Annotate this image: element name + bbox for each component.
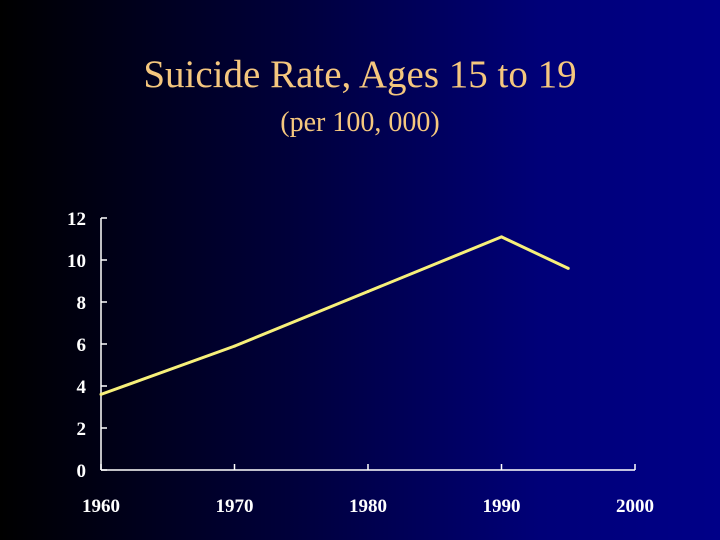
slide-title: Suicide Rate, Ages 15 to 19 (143, 53, 577, 96)
x-tick-label: 1980 (349, 496, 387, 517)
y-tick-label: 4 (77, 377, 87, 398)
series-line (100, 235, 569, 396)
y-axis-ticks: 0 2 4 6 8 10 12 (67, 209, 107, 482)
y-tick-label: 0 (77, 461, 87, 482)
x-tick-label: 1970 (216, 496, 254, 517)
chart-series (99, 235, 570, 396)
x-axis-ticks: 1960 1970 1980 1990 2000 (82, 464, 654, 517)
x-tick-label: 2000 (616, 496, 654, 517)
y-tick-label: 12 (67, 209, 86, 230)
y-tick-label: 10 (67, 251, 86, 272)
x-tick-label: 1960 (82, 496, 120, 517)
y-tick-label: 2 (77, 419, 87, 440)
data-point (500, 235, 503, 239)
y-tick-label: 8 (77, 293, 87, 314)
data-point (366, 290, 370, 293)
slide-subtitle: (per 100, 000) (280, 107, 440, 138)
data-point (99, 392, 103, 396)
y-tick-label: 6 (77, 335, 87, 356)
data-point (566, 266, 570, 270)
chart-axes (100, 218, 635, 471)
x-tick-label: 1990 (483, 496, 521, 517)
data-point (233, 344, 236, 348)
